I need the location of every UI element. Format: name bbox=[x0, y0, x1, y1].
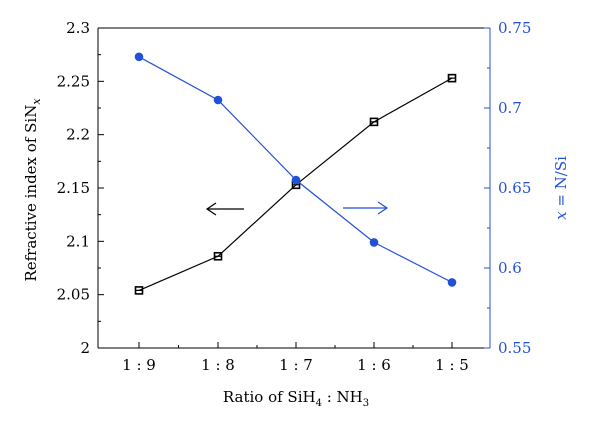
series bbox=[134, 52, 457, 295]
n-si-ratio-point bbox=[447, 278, 457, 287]
n-si-ratio-point bbox=[291, 175, 301, 185]
n-si-ratio-point bbox=[213, 95, 223, 105]
left-arrow-head bbox=[205, 202, 217, 216]
n-si-ratio-point bbox=[134, 52, 144, 62]
left-tick-label: 2.3 bbox=[66, 19, 90, 37]
left-tick-label: 2 bbox=[80, 339, 90, 357]
left-tick-label: 2.1 bbox=[66, 232, 90, 250]
x-axis-title: Ratio of SiH4 : NH3 bbox=[223, 388, 369, 409]
right-tick-label: 0.55 bbox=[498, 339, 531, 357]
right-tick-label: 0.75 bbox=[498, 19, 531, 37]
x-tick-label: 1 : 9 bbox=[122, 356, 156, 374]
x-tick-label: 1 : 5 bbox=[435, 356, 469, 374]
right-axis-title: x = N/Si bbox=[552, 156, 570, 220]
right-tick-label: 0.65 bbox=[498, 179, 531, 197]
right-tick-label: 0.6 bbox=[498, 259, 522, 277]
ticks: 2 2.05 2.1 2.15 2.2 2.25 2.3 0.55 0.6 0.65 0.7 0.75… bbox=[57, 19, 532, 374]
right-arrow-head bbox=[377, 201, 389, 215]
left-tick-label: 2.05 bbox=[57, 286, 90, 304]
right-tick-label: 0.7 bbox=[498, 99, 522, 117]
left-tick-label: 2.25 bbox=[57, 72, 90, 90]
left-axis-title: Refractive index of SiNx bbox=[22, 98, 43, 282]
left-tick-label: 2.15 bbox=[57, 179, 90, 197]
x-tick-label: 1 : 8 bbox=[201, 356, 235, 374]
x-tick-label: 1 : 6 bbox=[357, 356, 391, 374]
left-tick-label: 2.2 bbox=[66, 126, 90, 144]
x-tick-label: 1 : 7 bbox=[279, 356, 313, 374]
n-si-ratio-point bbox=[369, 238, 379, 247]
annotations bbox=[205, 201, 389, 216]
n-si-ratio-line bbox=[138, 56, 453, 283]
